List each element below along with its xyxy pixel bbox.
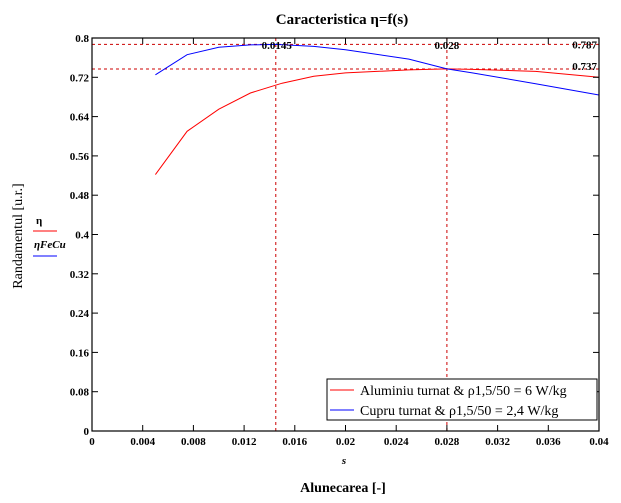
x-var-label: s: [341, 455, 346, 467]
x-tick-label: 0.04: [589, 436, 609, 448]
y-tick-label: 0.08: [70, 387, 90, 399]
y-var-label-etafecu: ηFeCu: [34, 239, 66, 251]
marker-label-s-intersect: 0.028: [435, 40, 460, 52]
y-tick-label: 0.16: [70, 347, 90, 359]
legend: Aluminiu turnat & ρ1,5/50 = 6 W/kg Cupru…: [326, 378, 598, 421]
x-tick-label: 0: [89, 436, 95, 448]
x-tick-label: 0.028: [435, 436, 460, 448]
series-line-0: [154, 68, 600, 175]
x-tick-label: 0.036: [536, 436, 561, 448]
y-tick-label: 0.72: [70, 72, 90, 84]
plot-area: 0 0.004 0.008 0.012 0.016 0.02 0.024 0.028 0.032…: [70, 33, 609, 448]
x-tick-label: 0.012: [232, 436, 257, 448]
marker-label-eta-intersect: 0.737: [572, 61, 597, 73]
y-tick-label: 0.32: [70, 269, 90, 281]
x-tick-label: 0.004: [130, 436, 155, 448]
chart-title: Caracteristica η=f(s): [276, 12, 408, 28]
y-tick-label: 0.8: [75, 33, 89, 45]
legend-label-cupru: Cupru turnat & ρ1,5/50 = 2,4 W/kg: [360, 404, 558, 419]
y-tick-label: 0.56: [70, 151, 90, 163]
x-tick-label: 0.016: [282, 436, 307, 448]
y-var-label-eta: η: [36, 215, 42, 227]
y-tick-label: 0: [84, 426, 90, 438]
y-tick-label: 0.64: [70, 112, 90, 124]
marker-label-eta-max: 0.787: [572, 39, 597, 51]
x-tick-label: 0.024: [384, 436, 409, 448]
marker-label-s-max: 0.0145: [262, 40, 293, 52]
y-tick-label: 0.48: [70, 190, 90, 202]
x-tick-label: 0.032: [485, 436, 510, 448]
series-line-1: [155, 43, 600, 96]
y-axis-label: Randamentul [u.r.]: [11, 183, 26, 288]
plot-frame: [91, 37, 600, 432]
y-tick-label: 0.4: [75, 230, 89, 242]
x-axis-label: Alunecarea [-]: [300, 481, 386, 496]
x-tick-label: 0.02: [336, 436, 356, 448]
y-tick-label: 0.24: [70, 308, 90, 320]
x-tick-label: 0.008: [181, 436, 206, 448]
legend-label-aluminiu: Aluminiu turnat & ρ1,5/50 = 6 W/kg: [360, 384, 567, 399]
